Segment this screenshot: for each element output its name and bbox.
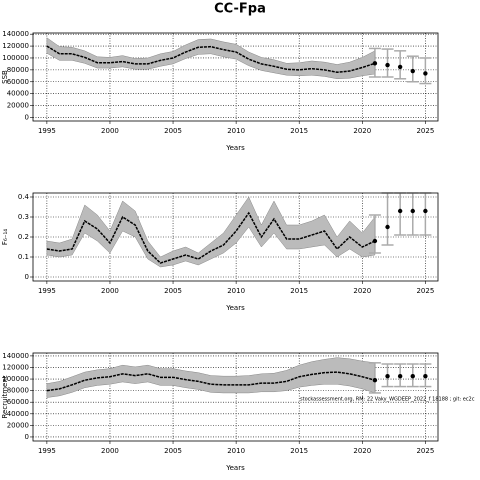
forecast-point <box>410 208 415 214</box>
x-tick-label: 2000 <box>101 447 119 455</box>
x-tick-label: 2025 <box>416 287 434 295</box>
chart-title: CC-Fpa <box>214 2 266 17</box>
y-tick-label: 120000 <box>2 363 29 371</box>
y-tick-label: 0 <box>25 113 29 121</box>
x-tick-label: 1995 <box>38 287 56 295</box>
y-tick-label: 140000 <box>2 352 29 360</box>
y-tick-label: 20000 <box>7 421 29 429</box>
y-tick-label: 20000 <box>7 102 29 110</box>
y-tick-label: 0 <box>25 433 29 441</box>
x-tick-label: 2025 <box>416 127 434 135</box>
plot-frame <box>32 192 439 282</box>
forecast-point <box>410 373 415 379</box>
y-tick-label: 60000 <box>7 398 29 406</box>
x-tick-label: 2005 <box>164 287 182 295</box>
plot-frame <box>32 352 439 442</box>
x-tick-label: 2010 <box>227 447 245 455</box>
forecast-point <box>397 208 403 214</box>
y-tick-label: 0.3 <box>18 213 29 221</box>
x-tick-label: 2010 <box>227 127 245 135</box>
panel: 1995 2000 2005 2010 2015 2020 2025 0 0.1 0.2 0.3 0.… <box>1 192 439 312</box>
forecast-point <box>385 373 390 379</box>
x-axis-label: Years <box>225 144 245 152</box>
x-tick-label: 2025 <box>416 447 434 455</box>
y-tick-label: 60000 <box>7 78 29 86</box>
x-tick-label: 2000 <box>101 287 119 295</box>
x-tick-label: 2000 <box>101 127 119 135</box>
y-axis-label: SSB <box>1 70 9 84</box>
plot-frame <box>32 32 439 122</box>
x-tick-label: 2015 <box>290 287 308 295</box>
forecast-point <box>372 61 378 66</box>
x-tick-label: 2020 <box>353 447 371 455</box>
x-tick-label: 2020 <box>353 127 371 135</box>
forecast-point <box>423 71 428 76</box>
y-tick-label: 140000 <box>2 30 29 38</box>
series-line <box>46 371 376 392</box>
forecast-point <box>423 373 428 379</box>
forecast-point <box>385 224 390 230</box>
forecast-point <box>397 64 403 70</box>
x-tick-label: 2005 <box>164 127 182 135</box>
panel: 1995 2000 2005 2010 2015 2020 2025 0 20000 40000 6… <box>1 30 439 152</box>
y-tick-label: 0.1 <box>18 253 29 261</box>
y-tick-label: 120000 <box>2 42 29 50</box>
annotation: stockassessment.org, RM: 22 Vaky_WGDEEP_… <box>300 397 475 403</box>
y-axis-label: F₆₋₁₄ <box>1 229 9 245</box>
y-tick-label: 0 <box>25 273 29 281</box>
forecast-point <box>423 208 428 214</box>
confidence-band <box>46 196 376 268</box>
y-tick-label: 100000 <box>2 54 29 62</box>
y-tick-label: 100000 <box>2 375 29 383</box>
y-tick-label: 40000 <box>7 90 29 98</box>
y-tick-label: 80000 <box>7 66 29 74</box>
panel: 1995 2000 2005 2010 2015 2020 2025 0 20000 40000 6… <box>1 352 475 472</box>
forecast-point <box>372 378 378 383</box>
x-axis-label: Years <box>225 464 245 472</box>
x-tick-label: 1995 <box>38 127 56 135</box>
x-tick-label: 2015 <box>290 127 308 135</box>
y-axis-label: Recruitment <box>1 375 9 418</box>
y-tick-label: 40000 <box>7 410 29 418</box>
forecast-point <box>397 373 403 379</box>
x-axis-label: Years <box>225 304 245 312</box>
x-tick-label: 1995 <box>38 447 56 455</box>
x-tick-label: 2005 <box>164 447 182 455</box>
forecast-point <box>410 68 415 74</box>
forecast-point <box>385 62 390 68</box>
forecast-point <box>372 238 378 244</box>
x-tick-label: 2010 <box>227 287 245 295</box>
series-line <box>46 45 376 73</box>
y-tick-label: 0.4 <box>18 193 30 201</box>
x-tick-label: 2015 <box>290 447 308 455</box>
x-tick-label: 2020 <box>353 287 371 295</box>
y-tick-label: 80000 <box>7 387 29 395</box>
y-tick-label: 0.2 <box>18 233 29 241</box>
series-line <box>46 211 376 264</box>
